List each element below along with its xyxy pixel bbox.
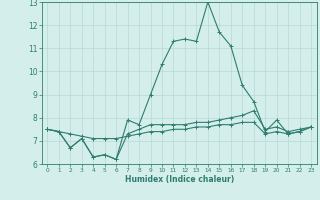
X-axis label: Humidex (Indice chaleur): Humidex (Indice chaleur) xyxy=(124,175,234,184)
